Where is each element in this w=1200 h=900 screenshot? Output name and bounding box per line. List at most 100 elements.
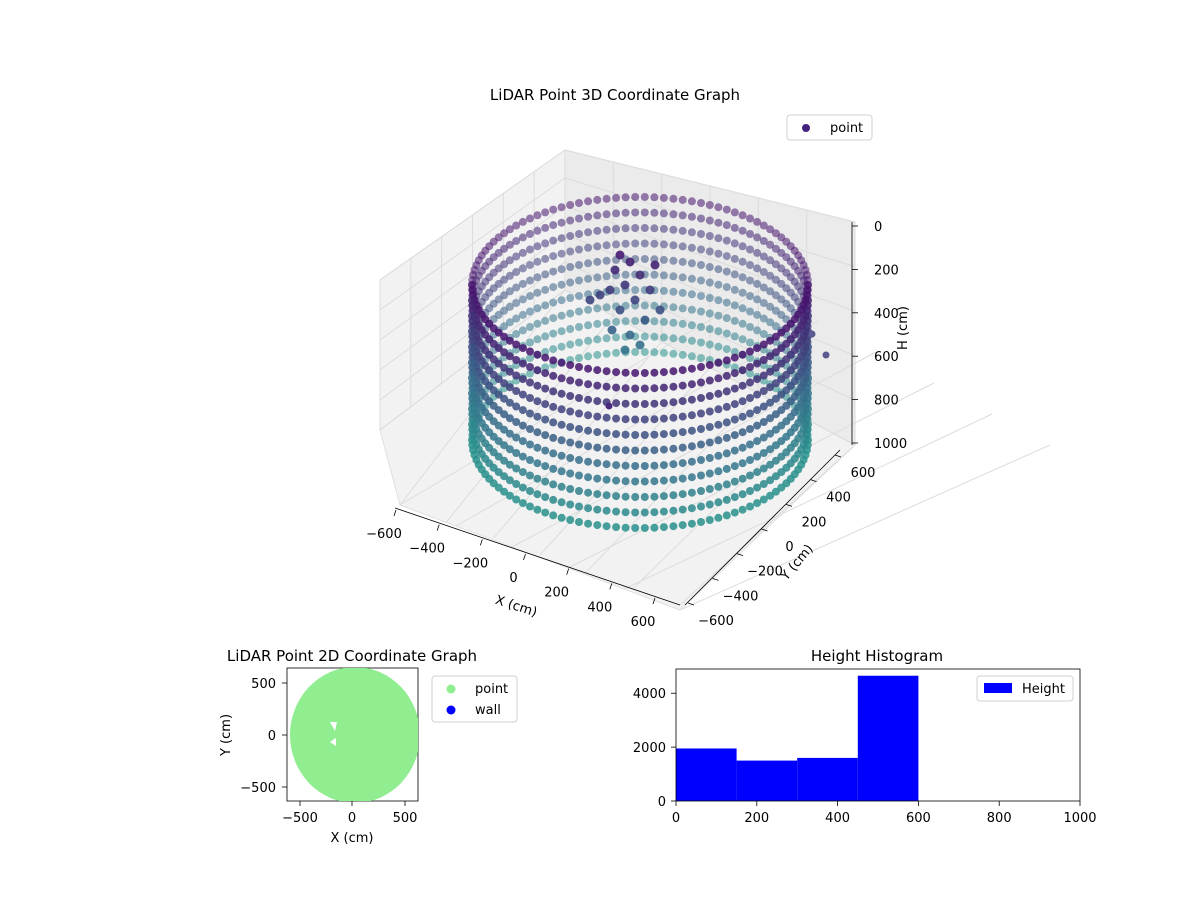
cloud-point-273 [612, 333, 621, 342]
y-axis-3d [684, 449, 841, 606]
cloud-point-437 [746, 338, 754, 347]
cloud-point-220 [575, 199, 583, 207]
cloud-point-1005 [549, 418, 558, 427]
cloud-point-821 [705, 469, 714, 478]
cloud-point-246 [593, 257, 602, 266]
cloud-point-211 [566, 232, 575, 240]
cloud-point-932 [612, 492, 621, 501]
cloud-point-154 [526, 214, 534, 223]
y-tick-2d-2: −500 [240, 781, 276, 796]
cloud-point-214 [566, 278, 575, 287]
cloud-point-852 [678, 443, 687, 452]
cloud-point-833 [697, 487, 705, 495]
cloud-point-907 [631, 446, 640, 455]
x-tick-3d-1: −400 [409, 542, 445, 557]
cloud-point-971 [575, 409, 583, 418]
cloud-point-403 [722, 314, 731, 323]
legend-3d-label: point [830, 121, 863, 136]
cloud-point-1203 [468, 343, 476, 351]
cloud-point-397 [722, 221, 731, 230]
cloud-point-244 [593, 226, 602, 235]
cloud-point-823 [705, 500, 714, 509]
cloud-point-1067 [505, 336, 514, 345]
cloud-point-115 [500, 306, 509, 315]
cloud-point-322 [659, 240, 668, 249]
cluster-point-15 [585, 295, 595, 305]
cloud-point-452 [759, 237, 768, 245]
cloud-point-943 [602, 491, 611, 500]
cloud-point-1029 [533, 443, 542, 452]
cloud-point-834 [697, 502, 705, 511]
cloud-point-465 [766, 271, 775, 280]
cloud-point-800 [722, 480, 731, 489]
cloud-point-1205 [468, 374, 476, 382]
cloud-point-915 [621, 399, 630, 408]
cloud-point-320 [659, 209, 668, 218]
cloud-point-1046 [518, 359, 527, 368]
cloud-point-156 [526, 245, 534, 254]
cloud-point-1066 [512, 495, 521, 504]
y-tick-hist-1: 2000 [633, 741, 666, 756]
cloud-point-424 [738, 304, 747, 313]
cloud-point-789 [730, 477, 739, 486]
y-tick-3d-2: −200 [747, 565, 783, 580]
x-tick-3d-4: 200 [544, 586, 569, 601]
cloud-point-277 [621, 224, 630, 233]
cloud-point-417 [730, 363, 739, 372]
cloud-point-1199 [468, 281, 476, 289]
cloud-point-876 [659, 476, 668, 485]
cloud-point-754 [753, 437, 762, 446]
cloud-point-310 [650, 224, 659, 233]
cloud-point-371 [697, 323, 705, 331]
x-tick-3d-5: 400 [587, 600, 612, 615]
cloud-point-807 [714, 420, 723, 429]
cloud-point-921 [621, 492, 630, 501]
cloud-point-1207 [468, 405, 476, 413]
cloud-point-445 [753, 295, 762, 304]
cloud-point-247 [593, 273, 602, 282]
cloud-point-265 [612, 209, 621, 218]
cloud-point-467 [766, 302, 775, 311]
cloud-point-171 [533, 304, 542, 313]
cloud-point-304 [640, 301, 649, 310]
cloud-point-1071 [505, 398, 514, 407]
cloud-point-914 [621, 384, 630, 393]
cloud-point-990 [557, 358, 566, 367]
cloud-point-349 [678, 319, 687, 328]
cloud-point-1045 [518, 344, 527, 353]
cloud-point-243 [593, 211, 602, 220]
y-label-3d: Y (cm) [777, 542, 816, 585]
cloud-point-351 [678, 350, 687, 359]
cloud-point-207 [557, 342, 566, 351]
cloud-point-904 [631, 400, 640, 408]
cloud-point-816 [705, 392, 714, 400]
cloud-point-960 [584, 411, 593, 420]
cloud-point-280 [621, 270, 630, 279]
cloud-point-752 [753, 406, 762, 415]
cloud-point-110 [500, 229, 509, 238]
cloud-point-740 [759, 387, 768, 395]
cloud-point-440 [753, 217, 762, 226]
y-tick-3d-mark-1 [712, 577, 719, 581]
cloud-point-987 [566, 485, 575, 493]
cloud-point-889 [650, 508, 659, 517]
cloud-point-138 [512, 314, 521, 323]
cloud-point-230 [575, 354, 583, 362]
grid-left-h-0 [379, 149, 566, 281]
cloud-point-327 [659, 317, 668, 326]
cloud-point-235 [584, 259, 593, 268]
cloud-point-402 [722, 298, 731, 307]
cloud-point-276 [621, 208, 630, 217]
cloud-point-918 [621, 446, 630, 455]
cloud-point-775 [738, 428, 747, 437]
cloud-point-323 [659, 255, 668, 264]
cloud-point-1034 [526, 347, 534, 356]
cloud-point-1007 [549, 449, 558, 458]
cloud-point-1008 [549, 464, 558, 473]
legend-2d-marker-point [446, 684, 456, 694]
cloud-point-466 [766, 287, 775, 296]
cloud-point-252 [593, 350, 602, 359]
cloud-point-267 [612, 240, 621, 249]
cluster-point-5 [605, 285, 615, 295]
cloud-point-726 [766, 336, 775, 345]
